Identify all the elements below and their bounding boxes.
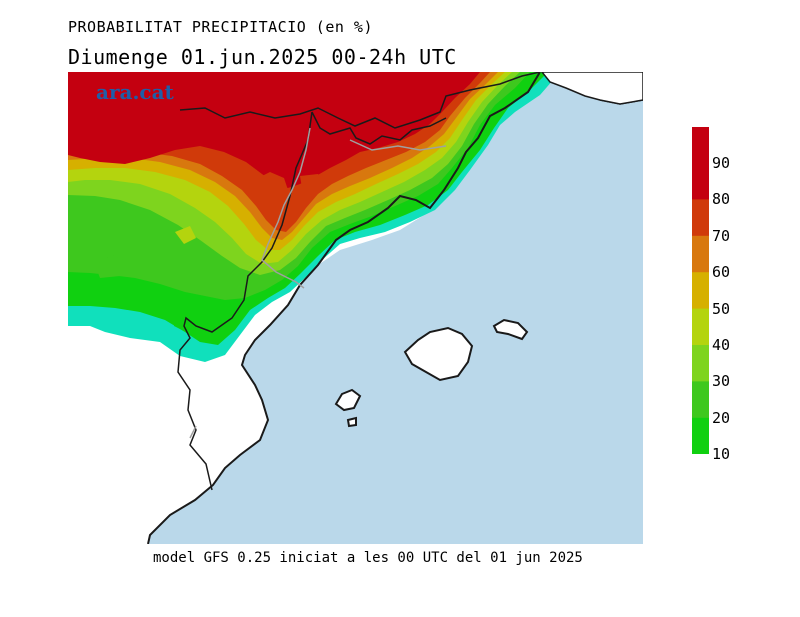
prob-band-50-patch (175, 226, 196, 244)
legend-swatch (692, 417, 709, 454)
regional-border (177, 111, 313, 491)
ibiza-island (334, 388, 362, 412)
prob-band-80-pocket (256, 172, 290, 218)
legend-tick-label: 10 (712, 445, 731, 464)
legend-tick-label: 70 (712, 226, 731, 245)
legend-tick-label: 40 (712, 336, 731, 354)
river-line-2 (349, 139, 447, 151)
menorca-island (492, 318, 529, 341)
legend-swatch (692, 345, 709, 382)
legend-swatch (692, 163, 709, 200)
national-border (179, 72, 541, 129)
formentera-island (346, 416, 357, 428)
legend-swatch (692, 308, 709, 346)
legend-tick-label: 50 (712, 299, 731, 318)
river-line (261, 127, 311, 289)
ara-cat-logo: ara.cat (96, 80, 174, 104)
legend-swatch (692, 381, 709, 419)
prob-band-90 (68, 72, 480, 188)
legend-tick-label: 80 (712, 190, 731, 209)
legend-tick-label: 90 (712, 154, 731, 172)
prob-band-80-pocket-2 (300, 174, 326, 190)
prob-band-30-patch (95, 255, 128, 278)
legend-swatch (692, 272, 709, 310)
legend-tick-label: 30 (712, 372, 731, 391)
legend-tick-label: 60 (712, 263, 731, 282)
france-coast (541, 72, 643, 105)
legend-swatch (692, 199, 709, 237)
legend-swatch (692, 127, 709, 164)
color-legend (692, 127, 709, 454)
aragon-border (311, 111, 447, 145)
chart-title: PROBABILITAT PRECIPITACIO (en %) (68, 18, 373, 36)
precipitation-map (68, 72, 643, 544)
legend-swatch (692, 235, 709, 273)
river-line-3 (189, 425, 197, 439)
legend-tick-label: 20 (712, 408, 731, 427)
mallorca-island (403, 326, 474, 382)
chart-subtitle: Diumenge 01.jun.2025 00-24h UTC (68, 45, 457, 69)
model-footer: model GFS 0.25 iniciat a les 00 UTC del … (153, 550, 583, 566)
